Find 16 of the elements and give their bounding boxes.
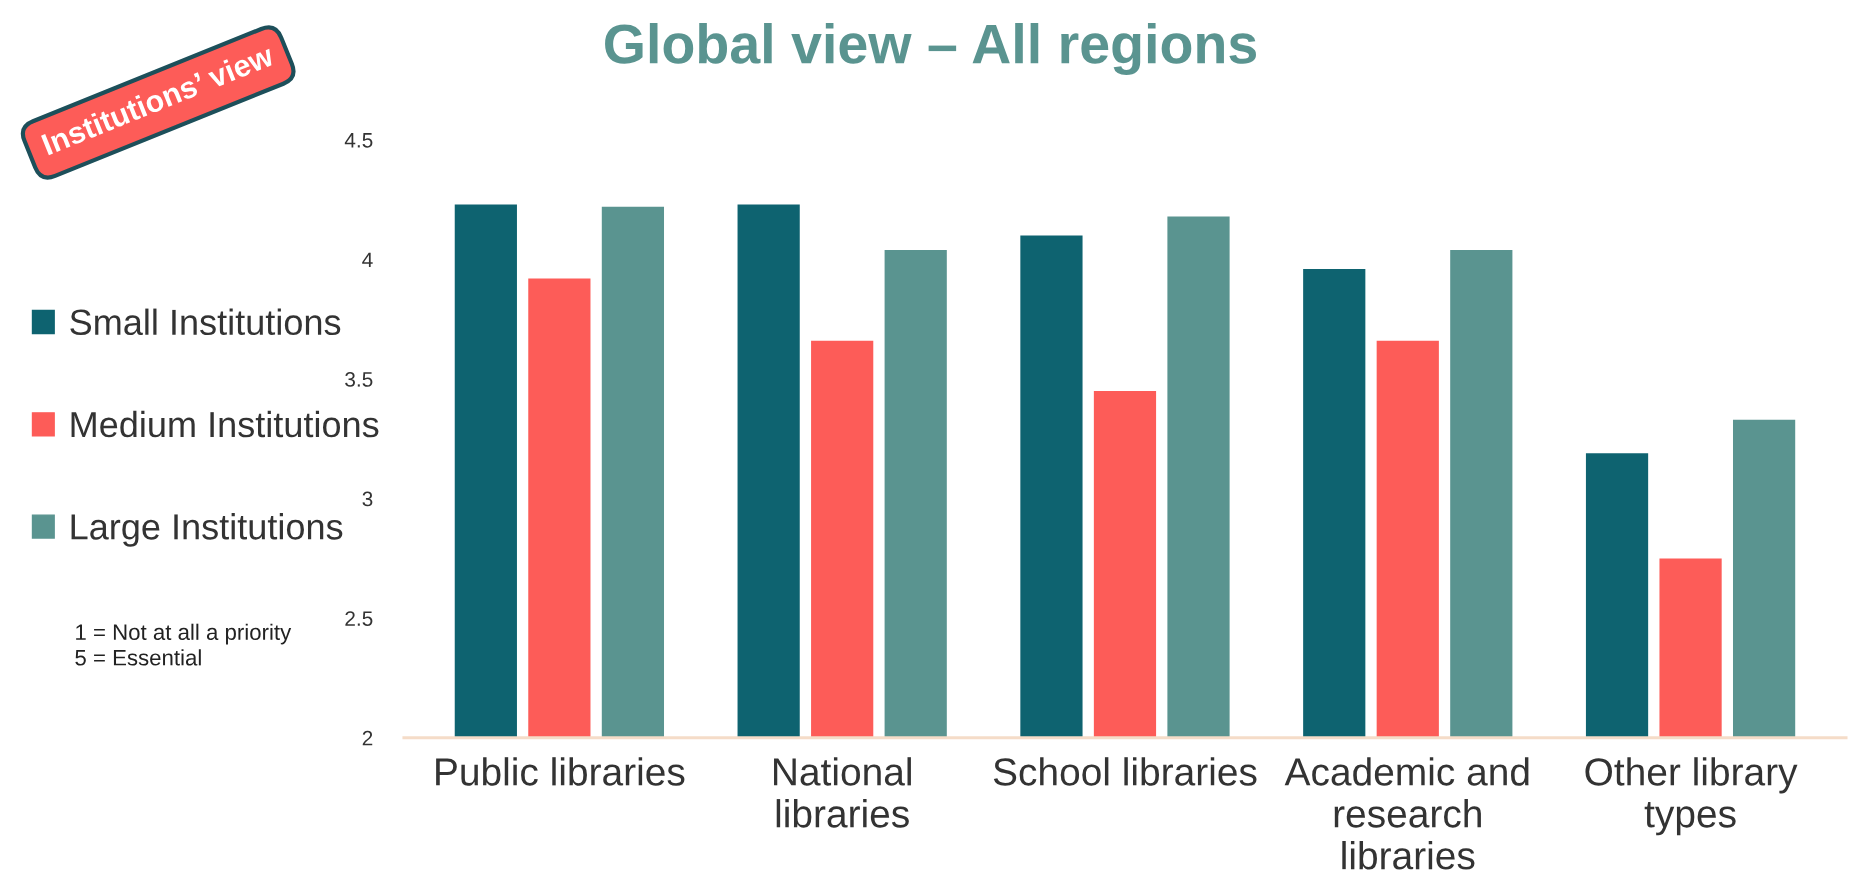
y-tick-label: 4.5 — [344, 133, 373, 148]
x-tick-label: National libraries — [774, 757, 911, 828]
legend-label: Medium Institutions — [71, 410, 379, 438]
x-tick-label: Academic and research libraries — [1284, 757, 1529, 870]
y-tick-label: 4 — [362, 252, 373, 268]
legend-label: Small Institutions — [70, 308, 341, 336]
legend-label: Large Institutions — [71, 513, 343, 547]
y-tick-label: 3 — [362, 491, 373, 507]
text: 1 = Not at all a priority 5 = Essential — [75, 623, 292, 666]
x-tick-label: Public libraries — [436, 757, 685, 786]
y-tick-label: 3.5 — [345, 372, 373, 387]
x-tick-label: Other library types — [1585, 757, 1798, 836]
chart-title: Global view – All regions — [605, 22, 1256, 76]
x-tick-label: School libraries — [993, 757, 1257, 786]
y-tick-label: 2.5 — [345, 611, 373, 626]
y-tick-label: 2 — [362, 730, 373, 746]
